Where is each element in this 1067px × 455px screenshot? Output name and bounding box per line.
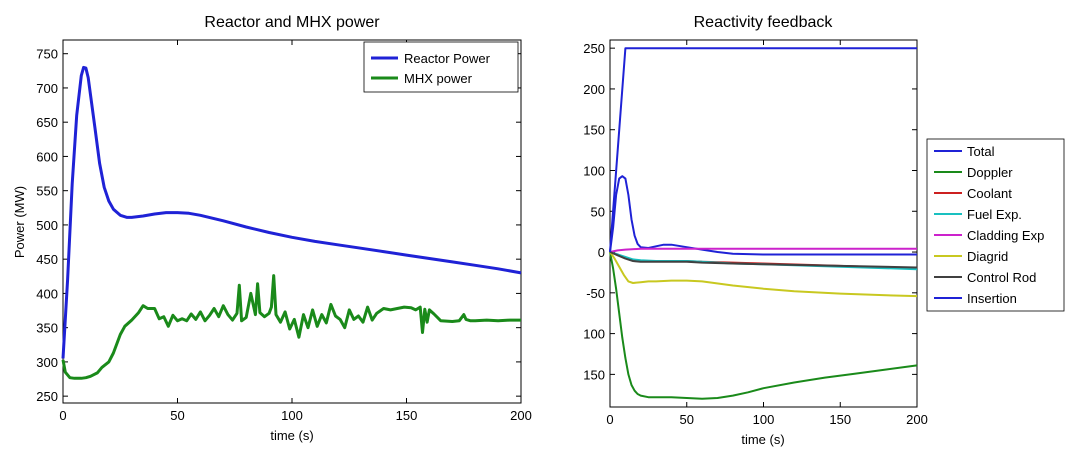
legend-label-cladding-exp: Cladding Exp bbox=[967, 228, 1044, 243]
legend-label-insertion: Insertion bbox=[967, 291, 1017, 306]
y-tick-label: 400 bbox=[36, 286, 58, 301]
y-tick-label: 550 bbox=[36, 184, 58, 199]
x-tick-label: 100 bbox=[753, 412, 775, 427]
x-axis-label: time (s) bbox=[741, 432, 784, 447]
legend-label-mhx-power: MHX power bbox=[404, 71, 473, 86]
x-tick-label: 50 bbox=[170, 408, 184, 423]
series-line-control-rod bbox=[609, 251, 918, 269]
x-axis-ticks: 0 50 100 150 200 bbox=[59, 40, 532, 423]
series-lines bbox=[609, 47, 918, 400]
y-tick-label: 100 bbox=[583, 163, 605, 178]
legend-box bbox=[363, 41, 519, 93]
y-tick-label: 200 bbox=[583, 82, 605, 97]
series-line-insertion bbox=[609, 47, 917, 253]
chart-reactor-mhx-power: Reactor and MHX power 0 50 100 150 200 250 30… bbox=[12, 14, 532, 443]
series-line-doppler bbox=[609, 251, 918, 400]
y-axis-ticks: 250 300 350 400 450 500 550 600 650 700 750 bbox=[36, 47, 521, 404]
x-axis-ticks: 0 50 100 150 200 bbox=[606, 40, 928, 427]
legend-box bbox=[926, 138, 1065, 312]
legend-label-reactor-power: Reactor Power bbox=[404, 51, 491, 66]
y-tick-label: 50 bbox=[591, 204, 605, 219]
y-tick-label: 150 bbox=[583, 367, 605, 382]
chart-reactivity-feedback: Reactivity feedback 0 50 100 150 200 250 200 1… bbox=[583, 14, 1065, 447]
y-tick-label: 350 bbox=[36, 321, 58, 336]
y-tick-label: 150 bbox=[583, 123, 605, 138]
x-tick-label: 200 bbox=[510, 408, 532, 423]
y-tick-label: 650 bbox=[36, 115, 58, 130]
series-line-reactor-power bbox=[61, 65, 522, 359]
x-tick-label: 150 bbox=[829, 412, 851, 427]
y-tick-label: 250 bbox=[583, 41, 605, 56]
x-tick-label: 50 bbox=[680, 412, 694, 427]
y-tick-label: 700 bbox=[36, 81, 58, 96]
legend-label-diagrid: Diagrid bbox=[967, 249, 1008, 264]
x-tick-label: 0 bbox=[606, 412, 613, 427]
legend-label-total: Total bbox=[967, 144, 995, 159]
chart-title: Reactivity feedback bbox=[694, 14, 834, 31]
series-line-cladding-exp bbox=[609, 247, 917, 253]
series-line-mhx-power bbox=[61, 274, 521, 380]
legend: Total Doppler Coolant Fuel Exp. Cladding Exp… bbox=[926, 138, 1065, 312]
y-tick-label: 250 bbox=[36, 389, 58, 404]
y-tick-label: 600 bbox=[36, 149, 58, 164]
plot-area bbox=[62, 39, 522, 404]
y-tick-label: 0 bbox=[598, 245, 605, 260]
series-line-total bbox=[609, 175, 917, 256]
chart-title: Reactor and MHX power bbox=[204, 14, 380, 31]
legend-label-doppler: Doppler bbox=[967, 165, 1013, 180]
plot-area bbox=[609, 39, 918, 408]
x-tick-label: 150 bbox=[396, 408, 418, 423]
x-tick-label: 200 bbox=[906, 412, 928, 427]
y-tick-label: 450 bbox=[36, 252, 58, 267]
y-tick-label: 750 bbox=[36, 47, 58, 62]
series-lines bbox=[61, 65, 522, 380]
series-line-diagrid bbox=[609, 251, 918, 298]
y-tick-label: 300 bbox=[36, 355, 58, 370]
legend-label-control-rod: Control Rod bbox=[967, 270, 1036, 285]
x-axis-label: time (s) bbox=[270, 428, 313, 443]
y-axis-ticks: 250 200 150 100 50 0 -50 100 150 bbox=[583, 41, 917, 382]
y-tick-label: -50 bbox=[586, 286, 605, 301]
y-tick-label: 100 bbox=[583, 327, 605, 342]
x-tick-label: 0 bbox=[59, 408, 66, 423]
y-axis-label: Power (MW) bbox=[12, 186, 27, 258]
legend-label-coolant: Coolant bbox=[967, 186, 1012, 201]
y-tick-label: 500 bbox=[36, 218, 58, 233]
legend: Reactor Power MHX power bbox=[363, 41, 519, 93]
legend-label-fuel-exp: Fuel Exp. bbox=[967, 207, 1022, 222]
x-tick-label: 100 bbox=[281, 408, 303, 423]
